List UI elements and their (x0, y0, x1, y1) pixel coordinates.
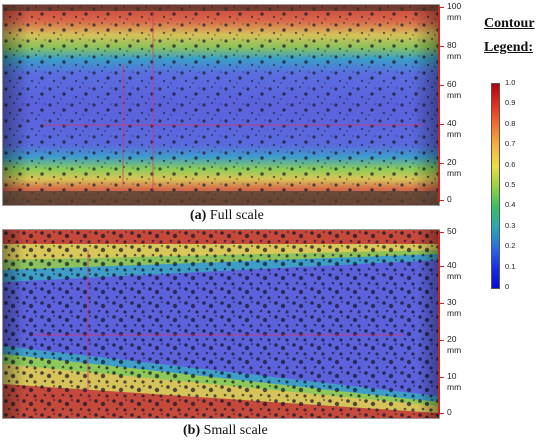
legend-tick-label: 0.9 (505, 98, 516, 108)
legend-tick-label: 0.7 (505, 139, 516, 149)
caption-letter: (b) (183, 423, 201, 438)
ruler-tick-label: 10 (447, 371, 457, 381)
ruler-tick-label: 40 (447, 118, 457, 128)
ruler-unit-label: mm (447, 345, 462, 355)
ruler-unit-label: mm (447, 51, 462, 61)
ruler-unit-label: mm (447, 271, 462, 281)
legend-title-line2: Legend: (484, 40, 533, 55)
legend-tick-label: 1.0 (505, 78, 516, 87)
ruler-unit-label: mm (447, 129, 462, 139)
ruler-tick-label: 20 (447, 157, 457, 167)
ruler-tick-label: 100 (447, 1, 462, 11)
caption-small-scale: (b) Small scale (183, 423, 268, 439)
legend-tick-label: 0.2 (505, 241, 516, 251)
small-scale-specimen-image (2, 229, 440, 419)
caption-full-scale: (a) Full scale (190, 208, 264, 224)
ruler-axis-line (438, 6, 440, 202)
ruler-tick-label: 20 (447, 334, 457, 344)
contour-legend-colorbar (491, 83, 500, 289)
ruler-tick-label: 60 (447, 79, 457, 89)
legend-tick-label: 0.1 (505, 261, 516, 271)
legend-tick-label: 0.3 (505, 220, 516, 230)
legend-tick-label: 0 (505, 282, 510, 291)
contour-legend-ticks: 1.0 0.9 0.8 0.7 0.6 0.5 0.4 0.3 0.2 0.1 0 (505, 78, 535, 291)
small-scale-contour-overlay (3, 230, 439, 418)
ruler-tick-label: 0 (447, 407, 452, 417)
small-scale-ruler: 50 40 mm 30 mm 20 mm 10 mm 0 (438, 226, 468, 417)
ruler-unit-label: mm (447, 12, 462, 22)
ruler-tick-label: 0 (447, 194, 452, 204)
legend-tick-label: 0.4 (505, 200, 516, 210)
ruler-tick-label: 30 (447, 297, 457, 307)
legend-title-line1: Contour (484, 16, 535, 31)
caption-letter: (a) (190, 208, 207, 223)
ruler-unit-label: mm (447, 90, 462, 100)
legend-tick-label: 0.6 (505, 159, 516, 169)
ruler-unit-label: mm (447, 382, 462, 392)
ruler-tick-label: 50 (447, 226, 457, 236)
caption-text: Small scale (200, 423, 268, 438)
ruler-unit-label: mm (447, 308, 462, 318)
legend-tick-label: 0.5 (505, 180, 516, 189)
ruler-tick-label: 40 (447, 260, 457, 270)
full-scale-ruler: 100 mm 80 mm 60 mm 40 mm 20 mm 0 (438, 1, 468, 204)
ruler-axis-line (438, 231, 440, 415)
full-scale-specimen-image (2, 4, 440, 206)
caption-text: Full scale (206, 208, 264, 223)
ruler-unit-label: mm (447, 168, 462, 178)
legend-tick-label: 0.8 (505, 118, 516, 128)
ruler-tick-label: 80 (447, 40, 457, 50)
full-scale-contour-overlay (3, 5, 439, 205)
